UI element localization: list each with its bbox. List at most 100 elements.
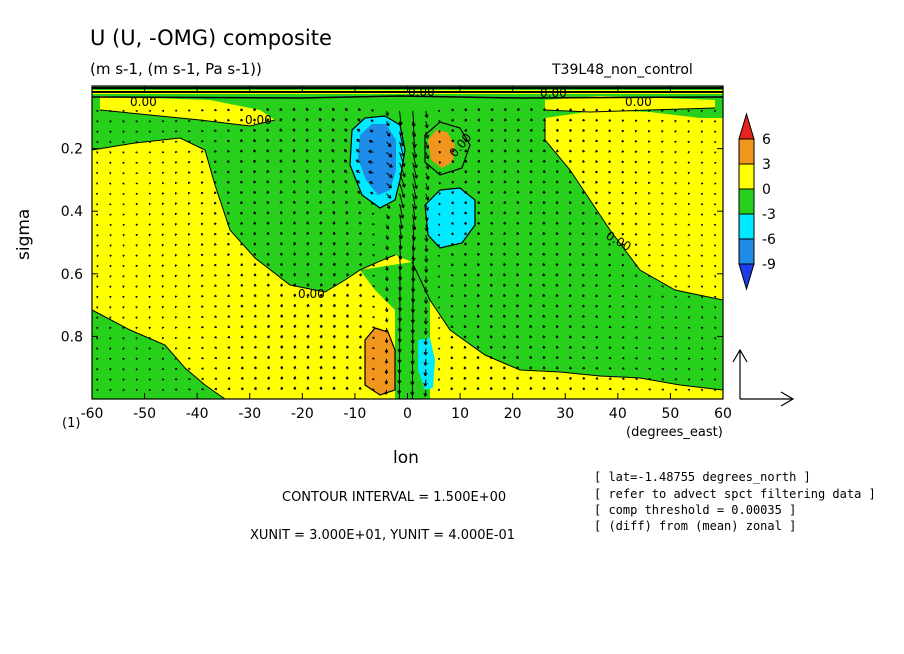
wind-arrow	[293, 314, 297, 318]
wind-arrow	[108, 182, 112, 185]
wind-arrow	[122, 285, 125, 288]
wind-arrow	[490, 118, 494, 122]
wind-arrow	[188, 181, 191, 184]
wind-arrow	[253, 232, 257, 236]
wind-arrow	[450, 273, 454, 277]
wind-arrow	[201, 181, 204, 184]
wind-arrow	[634, 326, 638, 329]
wind-arrow	[661, 285, 664, 288]
wind-arrow	[687, 171, 691, 175]
wind-arrow	[463, 263, 467, 266]
wind-arrow	[516, 108, 520, 112]
wind-arrow	[293, 334, 297, 339]
wind-arrow	[463, 335, 467, 339]
wind-arrow	[332, 242, 336, 246]
wind-arrow	[306, 262, 310, 267]
wind-arrow	[555, 314, 559, 318]
wind-arrow	[687, 151, 690, 154]
wind-arrow	[595, 263, 599, 267]
wind-arrow	[503, 232, 507, 236]
wind-arrow	[135, 264, 138, 268]
wind-arrow	[700, 140, 704, 144]
wind-arrow	[122, 213, 125, 216]
wind-arrow	[96, 140, 99, 144]
wind-arrow	[306, 314, 310, 318]
wind-arrow	[661, 130, 664, 133]
wind-arrow	[174, 140, 178, 143]
wind-arrow	[148, 140, 151, 144]
wind-arrow	[701, 337, 704, 340]
wind-arrow	[516, 159, 520, 163]
wind-arrow	[423, 338, 428, 346]
colorbar-bottom-triangle	[738, 263, 755, 291]
wind-arrow	[161, 264, 165, 267]
wind-arrow	[476, 376, 480, 380]
wind-arrow	[451, 170, 454, 174]
wind-arrow	[279, 273, 283, 277]
wind-arrow	[122, 378, 125, 381]
wind-arrow	[109, 234, 112, 237]
colorbar-top-triangle	[738, 112, 755, 140]
wind-arrow	[437, 254, 440, 258]
wind-arrow	[253, 335, 257, 339]
wind-arrow	[279, 293, 284, 298]
wind-arrow	[635, 377, 638, 381]
wind-arrow	[358, 314, 362, 318]
wind-arrow	[424, 121, 429, 129]
wind-arrow	[227, 273, 231, 277]
wind-arrow	[674, 171, 677, 175]
wind-arrow	[96, 326, 99, 330]
wind-arrow	[582, 304, 585, 308]
wind-arrow	[148, 368, 152, 371]
wind-arrow	[174, 367, 178, 370]
wind-arrow	[423, 379, 428, 387]
wind-arrow	[109, 275, 112, 278]
wind-arrow	[411, 389, 414, 399]
wind-arrow	[608, 150, 612, 153]
wind-arrow	[648, 243, 651, 247]
wind-arrow	[477, 170, 481, 174]
wind-arrow	[253, 242, 257, 246]
wind-arrow	[700, 244, 703, 247]
wind-arrow	[661, 316, 664, 319]
wind-arrow	[568, 211, 572, 215]
wind-arrow	[240, 139, 244, 143]
wind-arrow	[661, 233, 664, 236]
wind-arrow	[371, 346, 375, 350]
wind-arrow	[555, 201, 559, 205]
wind-arrow	[266, 180, 270, 184]
wind-arrow	[700, 161, 704, 164]
wind-arrow	[555, 232, 559, 236]
wind-arrow	[109, 120, 112, 123]
wind-arrow	[529, 221, 533, 225]
wind-arrow	[424, 203, 429, 211]
wind-arrow	[529, 293, 533, 298]
wind-arrow	[555, 118, 559, 122]
wind-arrow	[240, 304, 244, 308]
wind-arrow	[96, 151, 99, 154]
wind-arrow	[489, 304, 493, 308]
wind-arrow	[369, 129, 374, 133]
wind-arrow	[450, 232, 454, 236]
wind-arrow	[384, 327, 389, 333]
wind-arrow	[372, 295, 375, 298]
wind-arrow	[319, 345, 323, 349]
wind-arrow	[608, 253, 612, 256]
wind-arrow	[345, 242, 349, 246]
wind-arrow	[674, 316, 677, 319]
wind-arrow	[608, 139, 612, 143]
wind-arrow	[516, 149, 520, 153]
wind-arrow	[489, 386, 493, 391]
wind-arrow	[687, 182, 691, 185]
wind-arrow	[634, 191, 638, 195]
wind-arrow	[621, 181, 625, 184]
wind-arrow	[187, 253, 191, 257]
wind-arrow	[214, 139, 217, 143]
wind-arrow	[122, 326, 125, 330]
wind-arrow	[345, 386, 349, 390]
wind-arrow	[648, 264, 651, 267]
wind-arrow	[306, 252, 310, 256]
wind-arrow	[582, 191, 585, 194]
wind-arrow	[687, 347, 691, 350]
wind-arrow	[359, 273, 362, 277]
